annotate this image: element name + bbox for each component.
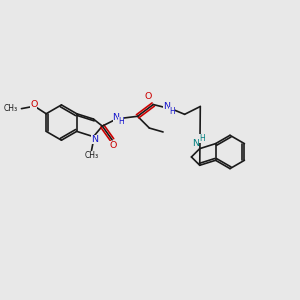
Text: N: N (192, 139, 199, 148)
Text: H: H (169, 107, 175, 116)
Text: O: O (30, 100, 38, 109)
Text: H: H (199, 134, 205, 143)
Text: CH₃: CH₃ (84, 151, 99, 160)
Text: N: N (112, 113, 119, 122)
Text: O: O (145, 92, 152, 101)
Text: CH₃: CH₃ (3, 104, 17, 113)
Text: N: N (91, 135, 98, 144)
Text: N: N (164, 102, 170, 111)
Text: H: H (118, 117, 124, 126)
Text: O: O (110, 141, 117, 150)
